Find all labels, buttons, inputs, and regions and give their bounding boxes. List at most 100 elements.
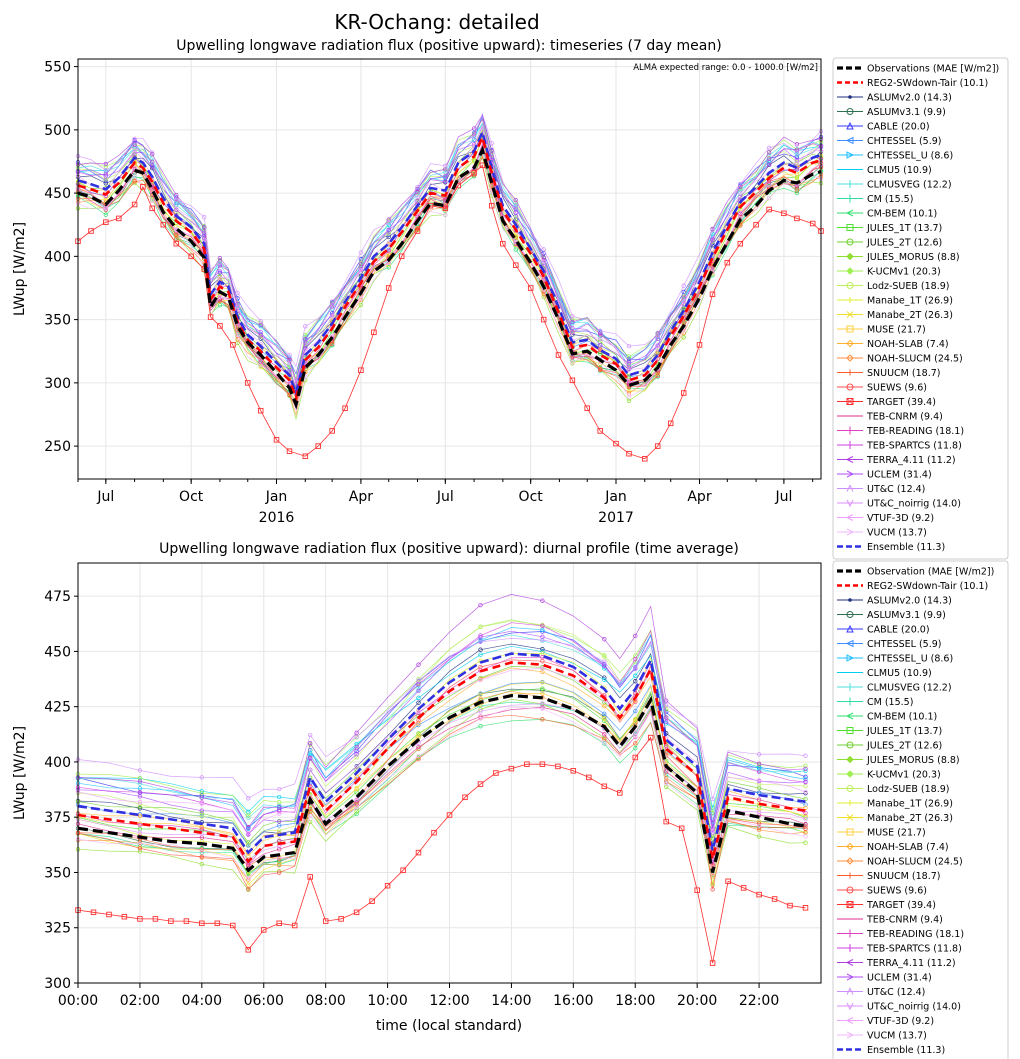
model-marker [570, 319, 575, 325]
model-marker [202, 225, 207, 230]
model-line [77, 132, 822, 394]
timeseries-target-point [479, 162, 486, 169]
model-line [77, 122, 822, 382]
timeseries-target-point [626, 450, 632, 457]
model-marker [738, 191, 743, 196]
model-marker [803, 810, 808, 816]
model-line [77, 698, 806, 891]
model-marker [803, 824, 808, 829]
legend-marker [846, 973, 855, 981]
model-marker [386, 222, 391, 228]
model-marker [633, 718, 638, 724]
model-marker [354, 786, 359, 792]
timeseries-target-point [273, 437, 280, 443]
model-marker [103, 161, 108, 167]
model-marker [541, 255, 546, 260]
model-marker [199, 800, 204, 805]
model-marker [540, 686, 545, 691]
timeseries-target-point [753, 221, 759, 228]
model-marker [137, 821, 143, 826]
model-line [77, 123, 822, 383]
model-marker [540, 680, 545, 685]
model-marker [303, 324, 308, 329]
model-marker [598, 367, 603, 372]
model-marker [803, 802, 808, 807]
model-marker [202, 237, 207, 242]
diurnal-y-ticks: 300 325 350 375 400 425 450 475 [44, 589, 78, 992]
timeseries-panel: Upwelling longwave radiation flux (posit… [12, 38, 1009, 560]
legend-marker [846, 828, 854, 836]
diurnal-target-point [230, 922, 236, 929]
model-marker [103, 206, 108, 211]
model-marker [358, 250, 364, 255]
model-marker [794, 150, 800, 155]
model-marker [246, 831, 251, 836]
model-marker [137, 789, 143, 795]
timeseries-legend-label: CLMUSVEG (12.2) [867, 180, 952, 191]
diurnal-target-point [415, 849, 422, 856]
diurnal-legend-label: TARGET (39.4) [866, 900, 936, 911]
model-marker [330, 302, 335, 308]
model-marker [633, 665, 638, 671]
model-marker [478, 602, 483, 608]
model-marker [132, 147, 137, 152]
model-marker [258, 363, 263, 368]
model-marker [710, 236, 715, 241]
diurnal-target-point [586, 774, 592, 781]
diurnal-legend-label: SUEWS (9.6) [867, 886, 927, 897]
model-marker [132, 165, 137, 170]
model-marker [150, 164, 155, 170]
timeseries-range-annotation: ALMA expected range: 0.0 - 1000.0 [W/m2] [633, 63, 818, 73]
model-marker [626, 398, 632, 403]
model-marker [132, 179, 137, 184]
model-marker [287, 368, 292, 374]
diurnal-x-tick-label: 10:00 [367, 993, 407, 1009]
model-marker [626, 343, 632, 349]
model-marker [710, 887, 715, 892]
model-line [77, 116, 822, 383]
model-marker [358, 302, 364, 308]
timeseries-model-lines [75, 112, 824, 421]
diurnal-legend-label: CM-BEM (10.1) [867, 712, 937, 723]
diurnal-target-point [709, 960, 716, 966]
diurnal-legend-label: UT&C_noirrig (14.0) [867, 1002, 961, 1013]
timeseries-x-tick-label: Oct [519, 489, 544, 505]
diurnal-legend-label: TEB-SPARTCS (11.8) [866, 944, 962, 955]
diurnal-target-point [291, 922, 298, 929]
timeseries-target-point [442, 205, 449, 212]
model-line [77, 627, 806, 830]
model-marker [626, 394, 632, 399]
diurnal-legend-label: JULES_1T (13.7) [866, 726, 942, 737]
diurnal-legend-label: TEB-READING (18.1) [866, 929, 964, 940]
legend-marker [846, 339, 854, 348]
diurnal-target-point [493, 770, 499, 776]
legend-marker [846, 398, 854, 405]
diurnal-legend-label: CHTESSEL (5.9) [867, 639, 941, 650]
model-marker [415, 194, 420, 199]
model-marker [416, 744, 421, 750]
model-marker [478, 692, 483, 697]
diurnal-legend-label: CHTESSEL_U (8.6) [867, 654, 953, 665]
diurnal-target-point [152, 916, 159, 922]
model-marker [710, 862, 715, 867]
diurnal-target-point [539, 761, 546, 767]
diurnal-legend-label: UT&C (12.4) [867, 987, 925, 998]
diurnal-y-tick-label: 400 [44, 755, 71, 771]
timeseries-target-point [131, 201, 138, 208]
timeseries-target-point [149, 205, 155, 212]
model-marker [308, 819, 313, 825]
model-marker [478, 696, 483, 701]
model-marker [277, 828, 282, 833]
diurnal-target-point [787, 902, 793, 909]
model-marker [217, 263, 223, 268]
model-marker [303, 340, 308, 345]
legend-marker [846, 901, 854, 908]
timeseries-legend-label: CLMU5 (10.9) [867, 165, 932, 176]
model-marker [199, 814, 204, 819]
timeseries-target-point [569, 377, 576, 384]
legend-marker [846, 325, 854, 333]
diurnal-target-point [168, 918, 174, 924]
legend-marker [848, 95, 852, 99]
timeseries-legend-label: TARGET (39.4) [866, 397, 936, 408]
